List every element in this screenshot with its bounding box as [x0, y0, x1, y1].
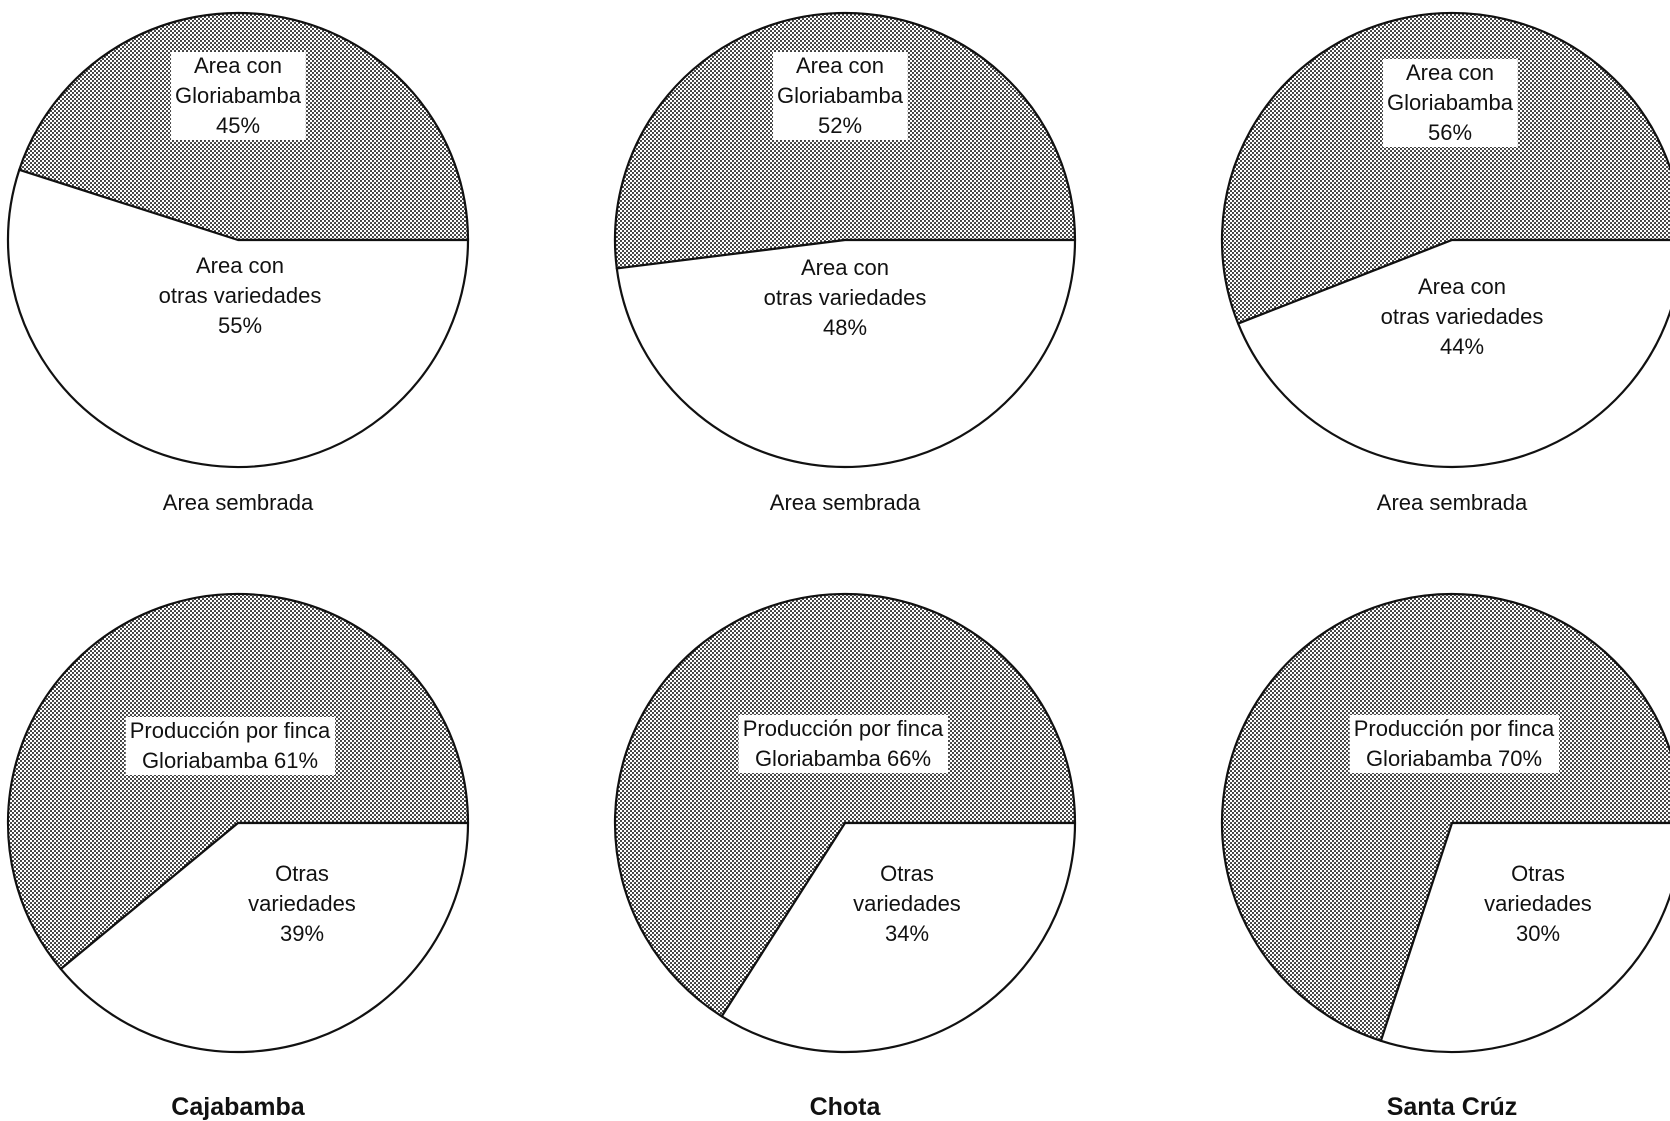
pie-slice-label-line: Gloriabamba 70% — [1366, 746, 1542, 771]
pie-slice-label-line: 55% — [218, 313, 262, 338]
pie-chart-6: Producción por finca Gloriabamba 70% Otras… — [1220, 592, 1670, 1121]
pie-slice-label: Otras variedades 34% — [853, 861, 961, 946]
pie-slice-label-line: 34% — [885, 921, 929, 946]
area-caption: Area sembrada — [770, 490, 921, 515]
pie-slice-label-line: 45% — [216, 113, 260, 138]
pie-slice-label-line: variedades — [248, 891, 356, 916]
pie-slice-label-line: Area con — [196, 253, 284, 278]
pie-slice-otras-variedades — [1237, 238, 1670, 469]
pie-slice-label: Otras variedades 39% — [248, 861, 356, 946]
pie-slice-label-line: Otras — [1511, 861, 1565, 886]
pie-chart-1: Area con Gloriabamba 45% Area con otras vari… — [6, 11, 470, 515]
area-caption: Area sembrada — [163, 490, 314, 515]
pie-slice-label-line: Gloriabamba — [175, 83, 302, 108]
pie-slice-label-line: 44% — [1440, 334, 1484, 359]
pie-slice-label-line: Otras — [275, 861, 329, 886]
pie-slice-gloriabamba — [1220, 11, 1670, 325]
pie-slice-label-line: 30% — [1516, 921, 1560, 946]
pie-chart-3: Area con Gloriabamba 56% Area con otras vari… — [1220, 11, 1670, 515]
pie-slice-gloriabamba — [613, 592, 1077, 1018]
pie-slice-label-line: otras variedades — [764, 285, 927, 310]
pie-slice-label-line: Otras — [880, 861, 934, 886]
pie-slice-label: Area con Gloriabamba 52% — [773, 52, 908, 140]
pie-slice-label: Producción por finca Gloriabamba 61% — [125, 717, 336, 775]
pie-slice-label: Area con Gloriabamba 45% — [171, 52, 306, 140]
pie-slice-otras-variedades — [1379, 821, 1670, 1054]
pie-slice-label: Area con otras variedades 44% — [1381, 274, 1544, 359]
pie-slice-label-line: 39% — [280, 921, 324, 946]
label-background — [1349, 715, 1560, 773]
pie-slice-label-line: 48% — [823, 315, 867, 340]
pie-slice-label-line: variedades — [853, 891, 961, 916]
pie-slice-otras-variedades — [720, 821, 1077, 1054]
label-background — [773, 52, 908, 140]
pie-slice-label-line: Gloriabamba 61% — [142, 748, 318, 773]
pie-slice-otras-variedades — [615, 238, 1077, 469]
pie-chart-5: Producción por finca Gloriabamba 66% Otras… — [613, 592, 1077, 1121]
pie-slice-gloriabamba — [1220, 592, 1670, 1042]
pie-slice-label: Otras variedades 30% — [1484, 861, 1592, 946]
pie-slice-label-line: variedades — [1484, 891, 1592, 916]
pie-slice-label-line: Gloriabamba — [1387, 90, 1514, 115]
city-caption: Cajabamba — [171, 1093, 305, 1121]
pie-slice-label-line: Area con — [194, 53, 282, 78]
pie-slice-gloriabamba — [613, 11, 1077, 270]
pie-chart-2: Area con Gloriabamba 52% Area con otras vari… — [613, 11, 1077, 515]
pie-slice-label: Area con otras variedades 55% — [159, 253, 322, 338]
label-background — [125, 717, 336, 775]
label-background — [1383, 59, 1518, 147]
city-caption: Santa Crúz — [1387, 1093, 1518, 1121]
pie-slice-label-line: Gloriabamba 66% — [755, 746, 931, 771]
pie-slice-label-line: Gloriabamba — [777, 83, 904, 108]
pie-chart-4: Producción por finca Gloriabamba 61% Otras… — [6, 592, 470, 1121]
pie-slice-label-line: 56% — [1428, 120, 1472, 145]
pie-slice-label: Producción por finca Gloriabamba 70% — [1349, 715, 1560, 773]
pie-slice-label-line: Area con — [796, 53, 884, 78]
city-caption: Chota — [810, 1093, 882, 1121]
pie-slice-label-line: otras variedades — [1381, 304, 1544, 329]
label-background — [171, 52, 306, 140]
label-background — [738, 715, 949, 773]
pie-slice-label: Area con Gloriabamba 56% — [1383, 59, 1518, 147]
pie-slice-gloriabamba — [6, 592, 470, 971]
pie-slice-otras-variedades — [6, 168, 470, 469]
pie-slice-label-line: Area con — [1418, 274, 1506, 299]
pie-slice-label-line: Area con — [1406, 60, 1494, 85]
pie-slice-label-line: Producción por finca — [130, 718, 331, 743]
pie-slice-label: Area con otras variedades 48% — [764, 255, 927, 340]
pie-slice-label-line: Producción por finca — [743, 716, 944, 741]
pie-slice-label-line: 52% — [818, 113, 862, 138]
pie-slice-label-line: Area con — [801, 255, 889, 280]
pie-slice-label-line: otras variedades — [159, 283, 322, 308]
pie-slice-label: Producción por finca Gloriabamba 66% — [738, 715, 949, 773]
pie-slice-otras-variedades — [59, 821, 470, 1054]
pie-slice-label-line: Producción por finca — [1354, 716, 1555, 741]
area-caption: Area sembrada — [1377, 490, 1528, 515]
